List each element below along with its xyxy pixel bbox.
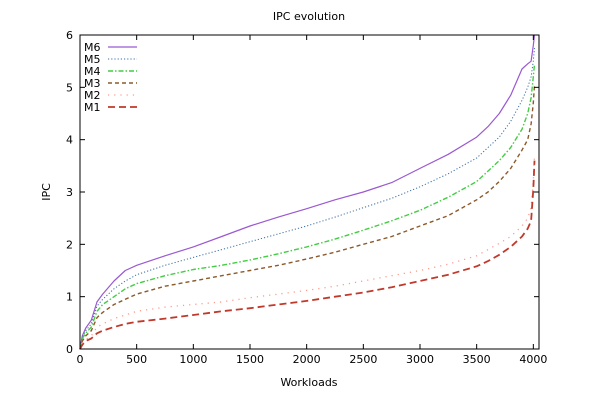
series-line-m4 bbox=[79, 63, 536, 350]
x-tick-label: 500 bbox=[126, 353, 147, 366]
plot-frame bbox=[79, 34, 540, 350]
x-tick-label: 3500 bbox=[463, 353, 491, 366]
chart-title: IPC evolution bbox=[273, 10, 345, 23]
y-tick-label: 4 bbox=[66, 134, 73, 147]
x-tick-label: 3000 bbox=[406, 353, 434, 366]
y-tick-label: 3 bbox=[66, 186, 73, 199]
series-line-m3 bbox=[79, 84, 536, 350]
legend-label-m6: M6 bbox=[84, 41, 101, 54]
x-tick-label: 2500 bbox=[349, 353, 377, 366]
x-tick-label: 0 bbox=[77, 353, 84, 366]
series-line-m6 bbox=[79, 34, 536, 350]
y-tick-label: 0 bbox=[66, 343, 73, 356]
legend-label-m5: M5 bbox=[84, 53, 101, 66]
axis-ticks: 0 500 1000 1500 2000 2500 3000 3500 4000 0 1 2 3 4 5 6 bbox=[66, 29, 547, 366]
series-line-m1 bbox=[79, 160, 536, 350]
legend-label-m3: M3 bbox=[84, 77, 101, 90]
legend-label-m1: M1 bbox=[84, 101, 101, 114]
plot-lines bbox=[79, 34, 536, 350]
x-tick-label: 4000 bbox=[519, 353, 547, 366]
legend-label-m2: M2 bbox=[84, 89, 101, 102]
series-line-m2 bbox=[79, 155, 536, 350]
series-line-m5 bbox=[79, 48, 535, 350]
legend-label-m4: M4 bbox=[84, 65, 101, 78]
y-axis-title: IPC bbox=[40, 183, 53, 201]
y-tick-label: 1 bbox=[66, 291, 73, 304]
x-axis-title: Workloads bbox=[280, 376, 337, 389]
x-tick-label: 1000 bbox=[179, 353, 207, 366]
x-tick-label: 2000 bbox=[293, 353, 321, 366]
x-tick-label: 1500 bbox=[236, 353, 264, 366]
y-tick-label: 6 bbox=[66, 29, 73, 42]
y-tick-label: 2 bbox=[66, 238, 73, 251]
y-tick-label: 5 bbox=[66, 81, 73, 94]
